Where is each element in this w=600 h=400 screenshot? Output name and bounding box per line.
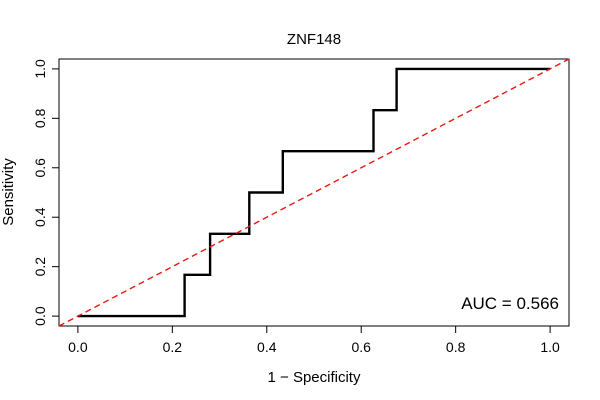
y-axis-title: Sensitivity xyxy=(0,158,17,226)
y-tick-label: 0.2 xyxy=(32,257,48,277)
x-tick-label: 1.0 xyxy=(540,339,560,355)
x-axis-title: 1 − Specificity xyxy=(268,369,361,386)
series-layer xyxy=(58,58,570,327)
x-tick-label: 0.6 xyxy=(351,339,371,355)
y-tick-label: 0.8 xyxy=(32,108,48,128)
x-tick-label: 0.8 xyxy=(446,339,466,355)
auc-annotation: AUC = 0.566 xyxy=(461,294,559,313)
x-tick-label: 0.0 xyxy=(68,339,88,355)
x-axis: 0.0 0.2 0.4 0.6 0.8 1.0 xyxy=(68,325,560,355)
plot-frame xyxy=(58,58,570,327)
x-tick-label: 0.2 xyxy=(163,339,183,355)
y-tick-label: 0.6 xyxy=(32,158,48,178)
y-axis: 0.0 0.2 0.4 0.6 0.8 1.0 xyxy=(32,59,60,326)
y-tick-label: 0.4 xyxy=(32,207,48,227)
chart-title: ZNF148 xyxy=(287,31,341,48)
reference-diagonal-line xyxy=(58,58,570,327)
y-tick-label: 1.0 xyxy=(32,59,48,79)
x-tick-label: 0.4 xyxy=(257,339,277,355)
y-tick-label: 0.0 xyxy=(32,306,48,326)
roc-curve-line xyxy=(77,67,551,318)
